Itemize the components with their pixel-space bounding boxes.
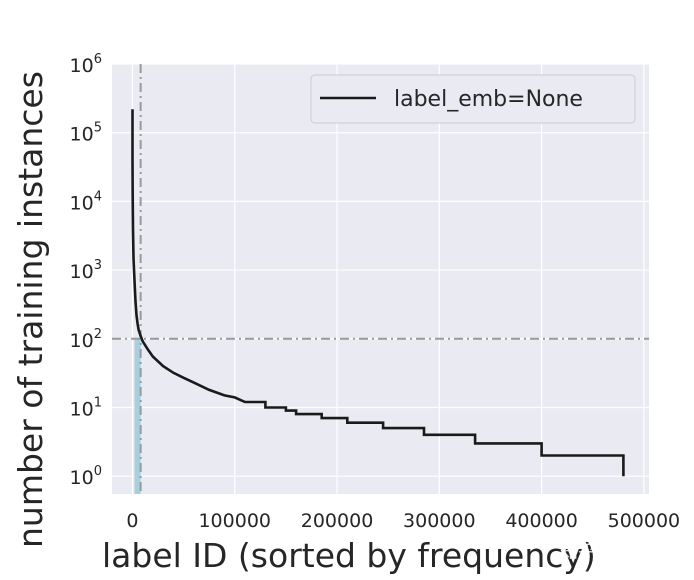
legend-box <box>310 74 636 124</box>
x-axis-title: label ID (sorted by frequency) <box>102 536 596 575</box>
series-lines <box>131 109 625 477</box>
shaded-bar <box>134 338 141 494</box>
legend: label_emb=None <box>310 74 636 124</box>
grid <box>112 63 649 494</box>
legend-label: label_emb=None <box>394 87 583 112</box>
x-tick-label: 500000 <box>608 510 681 532</box>
x-tick-label: 300000 <box>403 510 476 532</box>
x-tick-label: 100000 <box>198 510 271 532</box>
reference-lines <box>112 64 649 494</box>
watermark: 知乎 @殷通 <box>560 542 656 563</box>
y-tick-label: 101 <box>70 395 102 420</box>
y-tick-label: 105 <box>70 121 102 146</box>
y-tick-label: 102 <box>70 327 102 352</box>
plot-area <box>112 64 649 494</box>
x-tick-label: 0 <box>126 510 138 532</box>
x-tick-label: 400000 <box>505 510 578 532</box>
y-axis-title: number of training instances <box>11 71 50 548</box>
y-tick-label: 103 <box>70 258 102 283</box>
x-tick-labels: 0 100000 200000 300000 400000 500000 <box>126 510 680 532</box>
shaded-region <box>134 338 141 494</box>
series-line <box>131 109 625 477</box>
y-tick-label: 100 <box>70 464 102 489</box>
y-tick-labels: 100 101 102 103 104 105 106 <box>70 52 102 489</box>
y-tick-label: 104 <box>70 189 102 214</box>
y-tick-label: 106 <box>70 52 102 77</box>
x-tick-label: 200000 <box>301 510 374 532</box>
